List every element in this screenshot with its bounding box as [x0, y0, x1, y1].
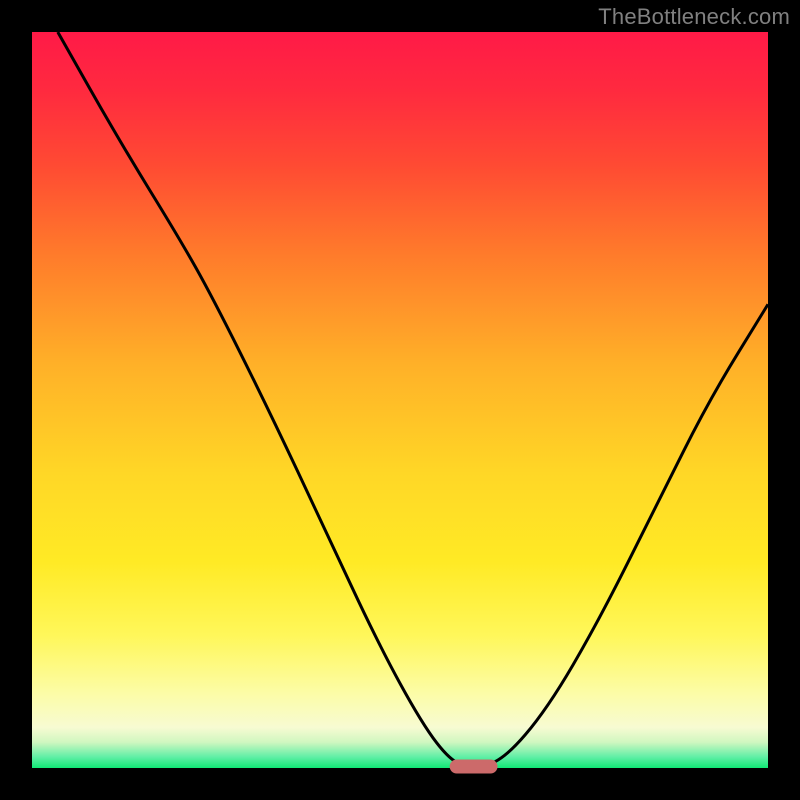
bottleneck-chart [0, 0, 800, 800]
optimal-marker [450, 760, 498, 774]
gradient-background [32, 32, 768, 768]
watermark-text: TheBottleneck.com [598, 4, 790, 30]
chart-stage: TheBottleneck.com [0, 0, 800, 800]
